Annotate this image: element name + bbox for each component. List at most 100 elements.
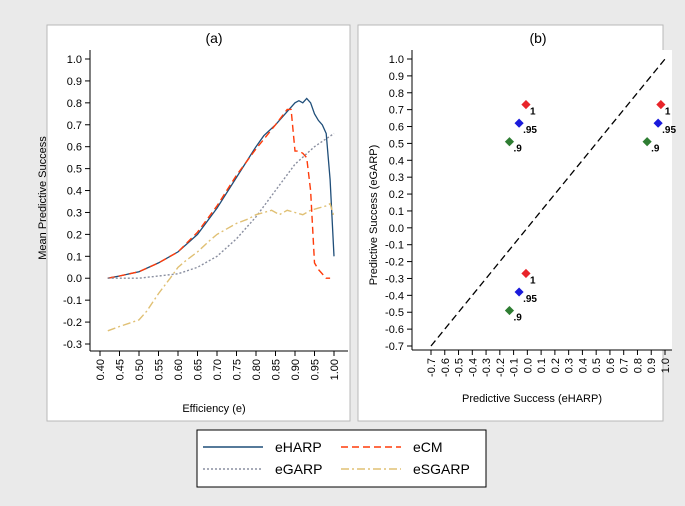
- series-line-egarp: [107, 132, 335, 279]
- panel-a-x-tick-label: 0.55: [154, 359, 166, 380]
- panel-b-plot-area: [412, 50, 672, 350]
- panel-a-x-tick-label: 0.40: [95, 359, 107, 380]
- panel-b-x-tick-label: 0.8: [632, 358, 644, 373]
- panel-b-x-tick-label: 0.9: [646, 358, 658, 373]
- legend: eHARP eCM eGARP eSGARP: [196, 429, 487, 488]
- panel-b-x-tick-label: 0.3: [564, 358, 576, 373]
- scatter-point-label: .9: [651, 144, 660, 155]
- panel-a-y-tick-label: 0.4: [67, 186, 82, 198]
- panel-b-x-tick-label: 0.0: [522, 358, 534, 373]
- panel-a-title: (a): [205, 30, 222, 46]
- panel-a-y-tick-label: 0.9: [67, 76, 82, 88]
- panel-b-y-axis: 1.0 0.9 0.8 0.7 0.6 0.5 0.4 0.3 0.2 0.1 0.0 -0.1 -0.…: [385, 50, 413, 353]
- panel-a-y-tick-label: 0.0: [67, 273, 82, 285]
- panel-b-y-tick-label: 0.0: [389, 223, 404, 235]
- panel-b-x-tick-label: -0.7: [426, 358, 438, 377]
- panel-a-y-tick-label: 0.3: [67, 207, 82, 219]
- panel-a-y-tick-label: 0.1: [67, 251, 82, 263]
- scatter-point: [504, 305, 515, 316]
- legend-label-egarp: eGARP: [275, 461, 322, 477]
- panel-a-y-tick-label: -0.2: [63, 317, 82, 329]
- panel-a-x-tick-label: 0.95: [310, 359, 322, 380]
- panel-b-x-tick-label: -0.1: [509, 358, 521, 377]
- panel-b-y-tick-label: 1.0: [389, 54, 404, 66]
- panel-b-x-tick-label: 0.7: [619, 358, 631, 373]
- panel-a-y-tick-label: -0.3: [63, 339, 82, 351]
- panel-b-x-tick-label: 0.1: [536, 358, 548, 373]
- panel-b-y-tick-label: -0.5: [385, 307, 404, 319]
- scatter-point: [641, 136, 653, 148]
- panel-a-x-tick-label: 0.50: [134, 359, 146, 380]
- scatter-point: [520, 267, 532, 279]
- scatter-point-label: 1: [530, 275, 536, 286]
- panel-b-diagonal: [430, 58, 666, 347]
- panel-a-y-tick-label: 0.8: [67, 98, 82, 110]
- panel-a-y-tick-label: 1.0: [67, 54, 82, 66]
- series-line-esgarp: [107, 202, 335, 332]
- panel-a-y-tick-label: 0.6: [67, 142, 82, 154]
- panel-b-points: 1.95.91.95.91.95.9: [504, 99, 676, 324]
- panel-b-y-tick-label: -0.4: [385, 290, 404, 302]
- panel-b-x-tick-label: 0.2: [550, 358, 562, 373]
- panel-a-y-axis: 1.0 0.9 0.8 0.7 0.6 0.5 0.4 0.3 0.2 0.1 0.0 -0.1 -0.…: [63, 50, 91, 351]
- series-line-ecm: [107, 108, 331, 279]
- panel-a-plot-area: [90, 50, 348, 351]
- panel-a-ylabel: Mean Predictive Success: [37, 136, 49, 260]
- panel-b-y-tick-label: 0.3: [389, 172, 404, 184]
- panel-b-x-tick-label: -0.2: [495, 358, 507, 377]
- panel-a: (a) 0.40 0.45 0.50 0.55 0.60 0.65 0.70 0.75 0.80…: [37, 24, 351, 422]
- panel-b-y-tick-label: 0.5: [389, 138, 404, 150]
- panel-b-y-tick-label: 0.8: [389, 88, 404, 100]
- panel-a-y-tick-label: 0.7: [67, 120, 82, 132]
- panel-b-y-tick-label: -0.3: [385, 273, 404, 285]
- panel-b-y-tick-label: 0.1: [389, 206, 404, 218]
- panel-a-x-tick-label: 1.00: [329, 359, 341, 380]
- panel-b-y-tick-label: 0.7: [389, 105, 404, 117]
- scatter-point: [513, 286, 525, 298]
- scatter-point-label: .9: [513, 313, 522, 324]
- panel-b-y-tick-label: 0.9: [389, 71, 404, 83]
- panel-a-x-tick-label: 0.45: [115, 359, 127, 380]
- panel-b-title: (b): [529, 30, 546, 46]
- scatter-point: [652, 117, 664, 129]
- scatter-point-label: 1: [665, 107, 671, 118]
- panel-b-x-tick-label: -0.5: [454, 358, 466, 377]
- panel-b-x-tick-label: 0.4: [577, 358, 589, 373]
- panel-a-x-tick-label: 0.85: [271, 359, 283, 380]
- panel-a-x-tick-label: 0.65: [193, 359, 205, 380]
- panel-b-y-tick-label: 0.2: [389, 189, 404, 201]
- panel-b-y-tick-label: -0.1: [385, 240, 404, 252]
- panel-a-y-tick-label: 0.2: [67, 229, 82, 241]
- scatter-point-label: .95: [662, 125, 676, 136]
- scatter-point-label: .95: [523, 294, 537, 305]
- panel-b-y-tick-label: 0.6: [389, 122, 404, 134]
- panel-a-x-tick-label: 0.90: [290, 359, 302, 380]
- panel-a-x-tick-label: 0.70: [212, 359, 224, 380]
- scatter-point: [504, 136, 515, 148]
- panel-b-x-tick-label: 1.0: [660, 358, 672, 373]
- scatter-point: [655, 99, 667, 111]
- diagonal-line: [430, 58, 666, 347]
- panel-b: (b) -0.7 -0.6 -0.5 -0.4 -0.3 -0.2 -0.1 0.0 0.1 0.…: [357, 24, 676, 422]
- legend-label-eharp: eHARP: [275, 439, 322, 455]
- scatter-point-label: 1: [530, 107, 536, 118]
- legend-label-ecm: eCM: [413, 439, 443, 455]
- panel-b-y-tick-label: -0.2: [385, 257, 404, 269]
- scatter-point: [520, 99, 532, 111]
- panel-a-x-tick-label: 0.80: [251, 359, 263, 380]
- panel-a-xlabel: Efficiency (e): [182, 403, 245, 415]
- panel-b-x-tick-label: 0.6: [605, 358, 617, 373]
- scatter-point: [513, 117, 525, 129]
- panel-b-ylabel: Predictive Success (eGARP): [368, 145, 380, 286]
- panel-a-y-tick-label: -0.1: [63, 295, 82, 307]
- panel-b-x-tick-label: -0.3: [481, 358, 493, 377]
- scatter-point-label: .9: [513, 144, 522, 155]
- legend-box: [196, 429, 487, 488]
- panel-b-x-tick-label: -0.4: [467, 358, 479, 377]
- panel-a-series: [107, 97, 335, 332]
- panel-a-x-tick-label: 0.60: [173, 359, 185, 380]
- panel-b-y-tick-label: 0.4: [389, 155, 404, 167]
- panel-b-x-axis: -0.7 -0.6 -0.5 -0.4 -0.3 -0.2 -0.1 0.0 0.1 0.2 0.3…: [412, 349, 672, 377]
- panel-b-x-tick-label: 0.5: [591, 358, 603, 373]
